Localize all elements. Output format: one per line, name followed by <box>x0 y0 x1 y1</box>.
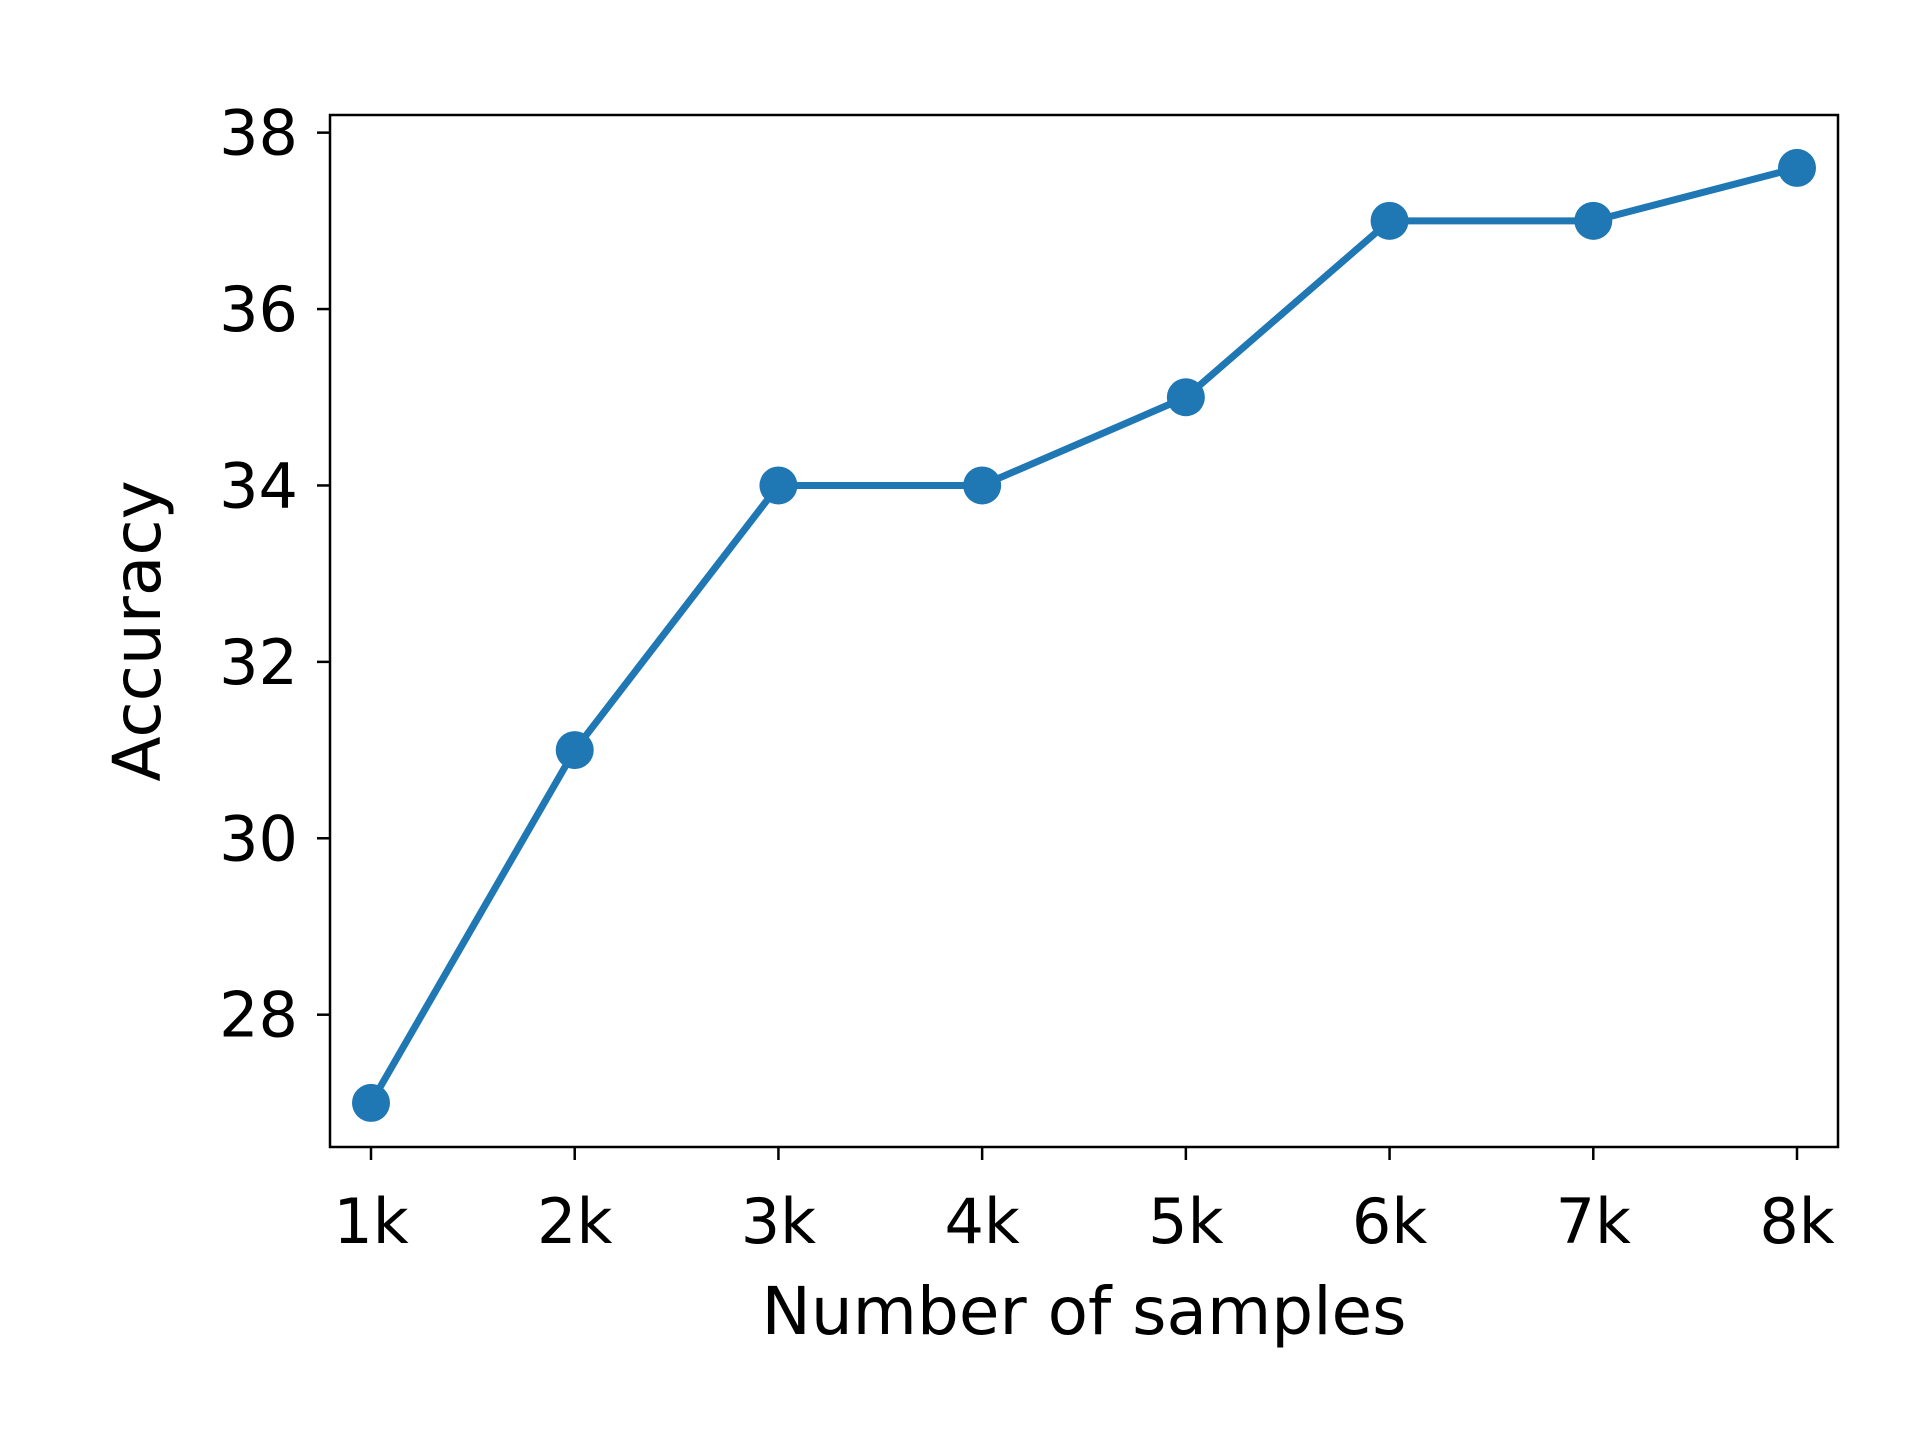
series-layer <box>352 148 1816 1122</box>
data-point <box>759 466 798 505</box>
data-point <box>1778 148 1816 187</box>
data-point <box>1370 201 1409 240</box>
data-point <box>352 1083 390 1122</box>
data-point <box>1574 201 1613 240</box>
series-line <box>367 164 1801 1107</box>
y-tick-label: 34 <box>219 449 298 522</box>
y-tick-label: 28 <box>219 979 298 1052</box>
plot-area <box>328 113 1840 1149</box>
x-tick-label: 1k <box>333 1185 408 1258</box>
data-point <box>555 731 594 770</box>
data-point <box>963 466 1002 505</box>
y-tick-label: 36 <box>219 273 298 346</box>
x-tick-label: 3k <box>741 1185 816 1258</box>
y-axis: 28 30 32 34 36 38 <box>219 97 330 1052</box>
x-tick-label: 2k <box>537 1185 612 1258</box>
x-tick-label: 7k <box>1556 1185 1631 1258</box>
x-tick-label: 5k <box>1148 1185 1223 1258</box>
y-tick-label: 32 <box>219 626 298 699</box>
x-tick-label: 6k <box>1352 1185 1427 1258</box>
x-tick-label: 8k <box>1759 1185 1834 1258</box>
x-axis: 1k 2k 3k 4k 5k 6k 7k 8k <box>333 1147 1835 1258</box>
y-tick-label: 38 <box>219 97 298 170</box>
y-axis-label: Accuracy <box>99 480 176 781</box>
x-axis-label: Number of samples <box>761 1273 1406 1350</box>
x-tick-label: 4k <box>944 1185 1019 1258</box>
data-point <box>1166 378 1205 417</box>
y-tick-label: 30 <box>219 802 298 875</box>
